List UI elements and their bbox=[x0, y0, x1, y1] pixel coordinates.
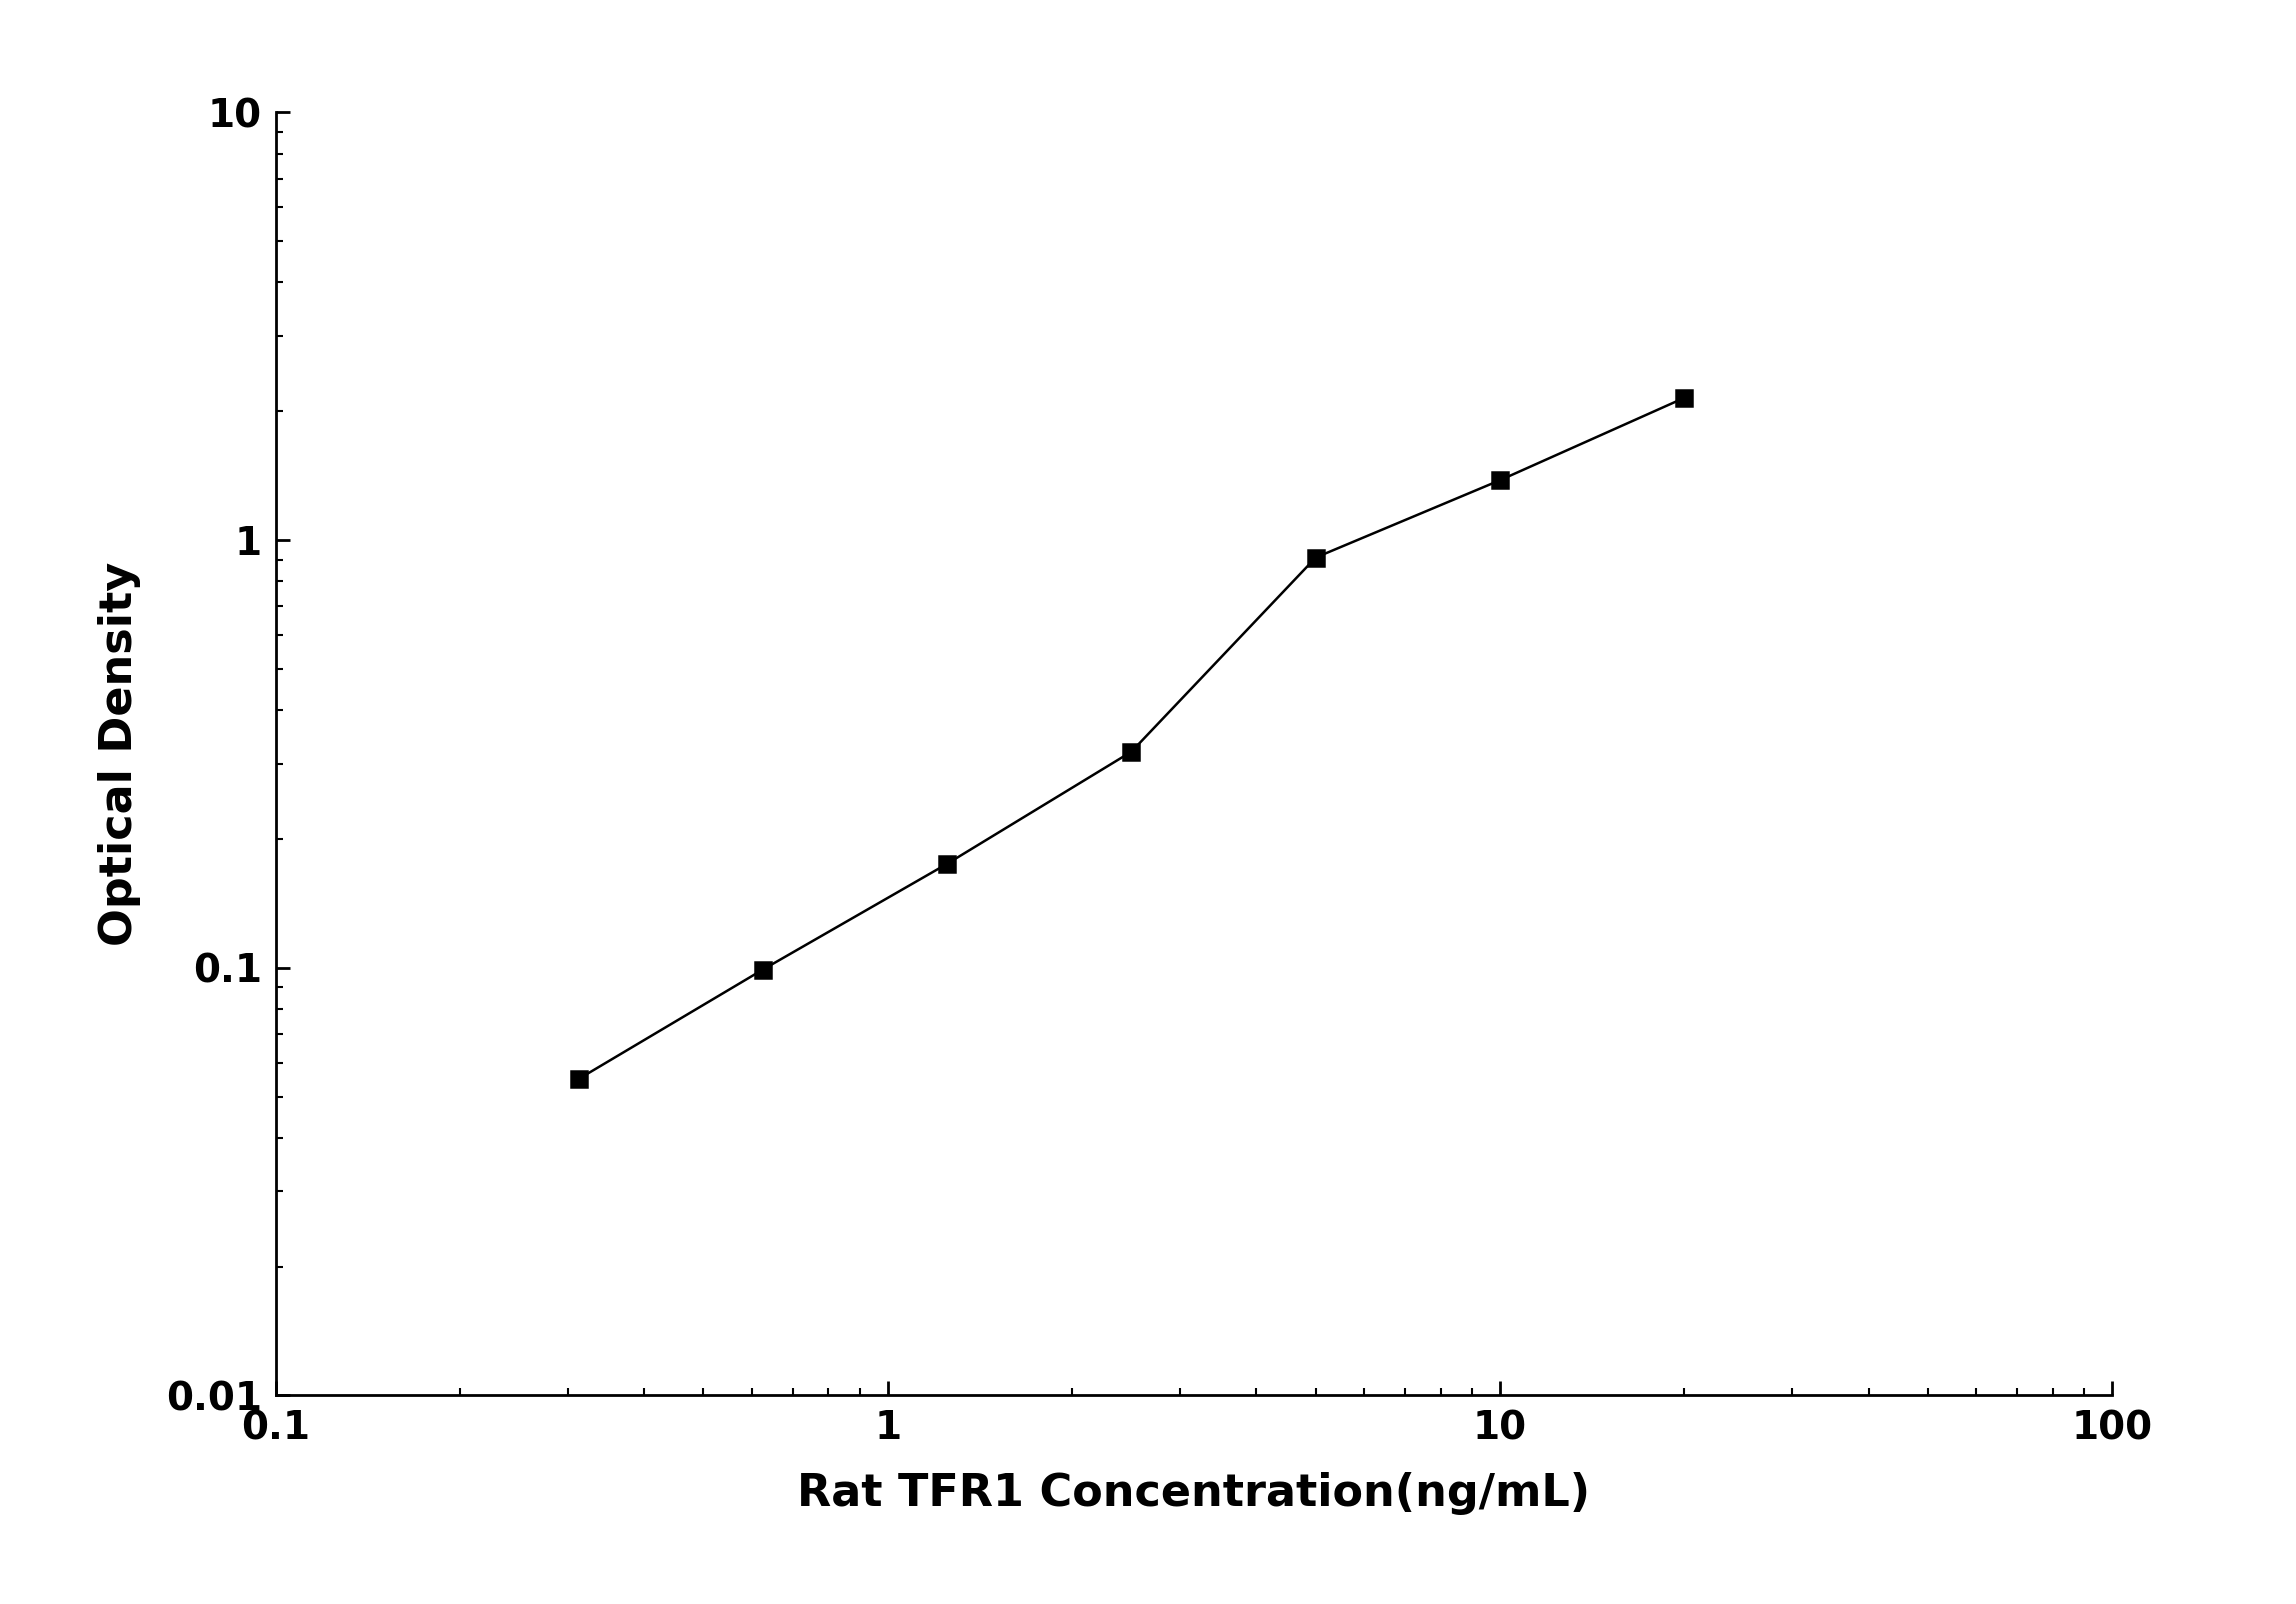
X-axis label: Rat TFR1 Concentration(ng/mL): Rat TFR1 Concentration(ng/mL) bbox=[797, 1472, 1591, 1516]
Y-axis label: Optical Density: Optical Density bbox=[99, 561, 140, 946]
